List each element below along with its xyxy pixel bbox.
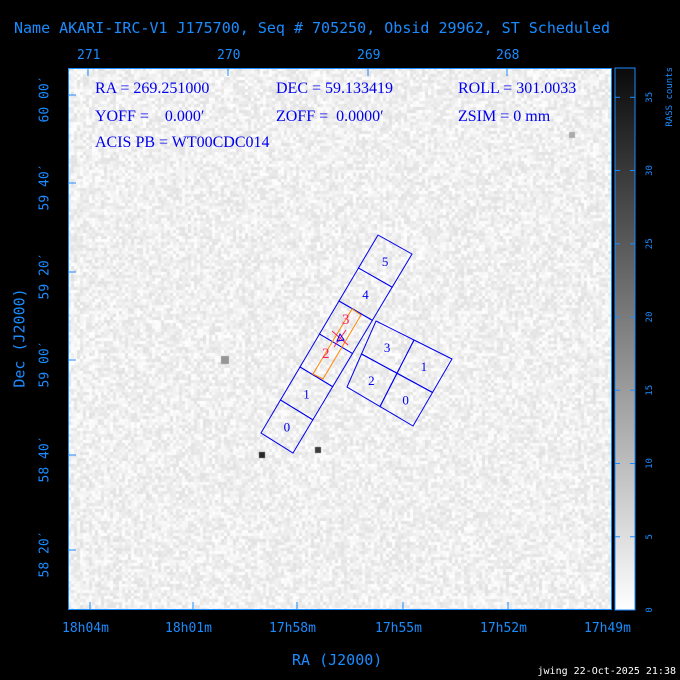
colorbar-tick-label: 10 [645, 458, 655, 469]
dec-readout: DEC = 59.133419 [276, 80, 394, 97]
bottom-tick: 17h55m [375, 621, 422, 636]
x-axis-label: RA (J2000) [292, 651, 383, 669]
chip-label: 1 [303, 386, 310, 401]
y-tick: 59 00′ [37, 340, 53, 388]
chip-label: 0 [402, 393, 409, 408]
acis-s-array: 0 1 4 5 [260, 234, 413, 454]
aperture-box [312, 308, 362, 380]
y-tick: 60 00′ [37, 75, 53, 123]
footer-stamp: jwing 22-Oct-2025 21:38 [537, 666, 676, 677]
acis-i-array: 0 1 2 3 [346, 320, 453, 427]
aperture-label-3: 3 [342, 312, 350, 328]
bottom-tick: 17h58m [269, 621, 316, 636]
chip-label: 4 [362, 287, 369, 302]
bottom-tick: 17h52m [480, 621, 527, 636]
colorbar-label: RASS counts [665, 67, 675, 127]
colorbar: 0 5 10 15 20 25 30 35 [614, 67, 655, 612]
y-tick: 59 40′ [37, 163, 53, 211]
bottom-tick: 18h01m [165, 621, 212, 636]
colorbar-tick-label: 5 [645, 534, 655, 539]
colorbar-tick-label: 0 [645, 607, 655, 612]
top-tick: 271 [77, 48, 101, 63]
bottom-tick: 18h04m [62, 621, 109, 636]
aperture-label-2: 2 [322, 346, 330, 362]
top-tick: 268 [496, 48, 520, 63]
overlay: 0 1 4 5 0 1 2 3 3 2 [68, 68, 612, 610]
y-axis-label: Dec (J2000) [10, 288, 29, 388]
chip-label: 2 [368, 373, 375, 388]
acis-pb-readout: ACIS PB = WT00CDC014 [95, 134, 270, 151]
zsim-readout: ZSIM = 0 mm [458, 108, 551, 125]
pointing-triangle-icon [336, 332, 345, 342]
ra-readout: RA = 269.251000 [95, 80, 210, 97]
zoff-readout: ZOFF = 0.0000′ [276, 108, 384, 125]
chip-label: 1 [421, 359, 428, 374]
colorbar-tick-label: 30 [645, 165, 655, 176]
acis-i-chip [360, 320, 415, 374]
acis-s-chip [357, 234, 413, 288]
plot-frame [68, 68, 612, 610]
y-tick: 59 20′ [37, 252, 53, 300]
target-marker [331, 329, 349, 348]
top-tick: 269 [357, 48, 381, 63]
colorbar-gradient [614, 67, 636, 611]
colorbar-tick-label: 25 [645, 238, 655, 249]
roll-readout: ROLL = 301.0033 [458, 80, 577, 97]
colorbar-tick-label: 35 [645, 92, 655, 103]
chip-label: 5 [382, 254, 389, 269]
y-tick: 58 40′ [37, 435, 53, 483]
y-tick: 58 20′ [37, 530, 53, 578]
top-tick: 270 [217, 48, 241, 63]
colorbar-tick-label: 20 [645, 312, 655, 323]
yoff-readout: YOFF = 0.000′ [95, 108, 205, 125]
chip-label: 0 [284, 419, 291, 434]
plot-title: Name AKARI-IRC-V1 J175700, Seq # 705250,… [14, 19, 611, 37]
sky-image: 0 1 4 5 0 1 2 3 3 2 RA = 269.251000 DEC = 59.1… [68, 68, 612, 610]
bottom-tick: 17h49m [584, 621, 631, 636]
chip-label: 3 [384, 340, 391, 355]
colorbar-tick-label: 15 [645, 385, 655, 396]
